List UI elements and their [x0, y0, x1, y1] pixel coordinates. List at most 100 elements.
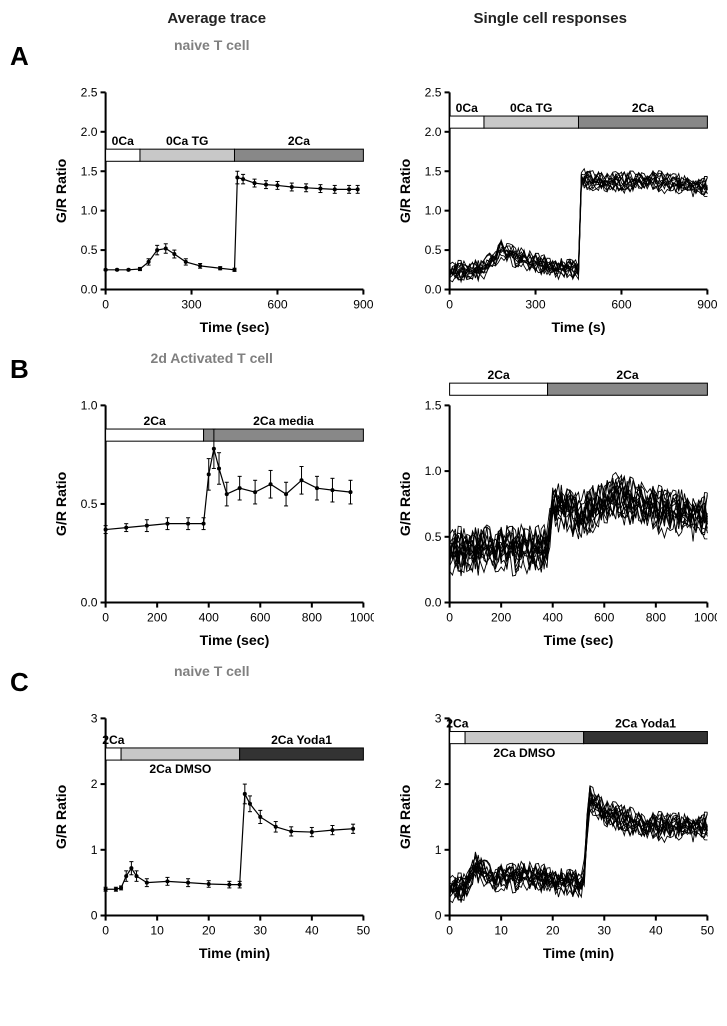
svg-text:Time (sec): Time (sec): [200, 319, 270, 335]
svg-text:1: 1: [434, 843, 441, 857]
svg-text:50: 50: [700, 924, 714, 938]
svg-text:2Ca media: 2Ca media: [253, 414, 314, 428]
svg-text:0.5: 0.5: [424, 530, 441, 544]
svg-text:200: 200: [491, 611, 511, 625]
svg-text:Time (min): Time (min): [199, 945, 270, 961]
svg-text:1.0: 1.0: [81, 204, 98, 218]
svg-text:2Ca Yoda1: 2Ca Yoda1: [615, 717, 676, 731]
svg-text:1.5: 1.5: [81, 164, 98, 178]
svg-text:0.5: 0.5: [81, 243, 98, 257]
svg-text:3: 3: [434, 712, 441, 726]
svg-text:40: 40: [649, 924, 663, 938]
col-header-right: Single cell responses: [384, 10, 718, 27]
svg-text:G/R Ratio: G/R Ratio: [397, 471, 413, 536]
svg-text:1.5: 1.5: [424, 164, 441, 178]
column-headers: Average trace Single cell responses: [10, 10, 717, 27]
svg-text:900: 900: [697, 298, 717, 312]
svg-text:0Ca: 0Ca: [112, 134, 134, 148]
svg-text:Time (sec): Time (sec): [543, 632, 613, 648]
svg-text:800: 800: [645, 611, 665, 625]
svg-text:10: 10: [494, 924, 508, 938]
panel-row-A: A naive T cell 0.0 0.5 1.0 1.5 2.0 2.5 0 300 600…: [10, 37, 717, 340]
svg-text:40: 40: [305, 924, 319, 938]
svg-text:2.5: 2.5: [424, 85, 441, 99]
chart-B-avg: 0.00.51.002004006008001000G/R RatioTime …: [50, 370, 374, 653]
svg-text:Time (min): Time (min): [542, 945, 613, 961]
panel-B-left: 2d Activated T cell 0.0 0.5 1.0 0 200 400 600 8…: [50, 350, 374, 653]
svg-text:2Ca: 2Ca: [288, 134, 310, 148]
svg-text:0: 0: [446, 611, 453, 625]
svg-text:0Ca TG: 0Ca TG: [510, 101, 552, 115]
panel-row-C: C naive T cell 012301020304050G/R RatioT…: [10, 663, 717, 966]
svg-text:2Ca DMSO: 2Ca DMSO: [149, 762, 211, 776]
svg-text:2: 2: [434, 777, 441, 791]
svg-text:2: 2: [91, 777, 98, 791]
panel-letter-B: B: [10, 350, 50, 385]
svg-text:G/R Ratio: G/R Ratio: [397, 158, 413, 223]
svg-text:2.0: 2.0: [81, 125, 98, 139]
svg-text:200: 200: [147, 611, 167, 625]
svg-text:0: 0: [446, 298, 453, 312]
svg-text:20: 20: [202, 924, 216, 938]
panel-C-subtitle: naive T cell: [174, 663, 249, 681]
svg-text:1000: 1000: [350, 611, 374, 625]
svg-text:0Ca: 0Ca: [455, 101, 477, 115]
col-header-left: Average trace: [50, 10, 384, 27]
svg-text:Time (s): Time (s): [551, 319, 605, 335]
svg-text:1000: 1000: [693, 611, 717, 625]
svg-text:2Ca Yoda1: 2Ca Yoda1: [271, 733, 332, 747]
svg-text:0.0: 0.0: [81, 596, 98, 610]
svg-text:1: 1: [91, 843, 98, 857]
svg-text:2.5: 2.5: [81, 85, 98, 99]
svg-text:G/R Ratio: G/R Ratio: [53, 158, 69, 223]
panel-letter-A: A: [10, 37, 50, 72]
svg-text:300: 300: [181, 298, 201, 312]
chart-B-single: 0.00.51.01.502004006008001000G/R RatioTi…: [394, 370, 718, 653]
svg-text:10: 10: [150, 924, 164, 938]
panel-B-subtitle: 2d Activated T cell: [151, 350, 273, 368]
chart-A-single: 0.00.51.01.52.02.50300600900G/R RatioTim…: [394, 57, 718, 340]
panel-letter-C: C: [10, 663, 50, 698]
svg-text:2Ca: 2Ca: [616, 370, 638, 382]
panel-A-subtitle: naive T cell: [174, 37, 249, 55]
svg-text:600: 600: [594, 611, 614, 625]
svg-text:50: 50: [357, 924, 371, 938]
chart-A-avg: 0.00.51.01.52.02.50300600900G/R RatioTim…: [50, 57, 374, 340]
svg-text:2Ca DMSO: 2Ca DMSO: [493, 746, 555, 760]
panel-B-right: 0.00.51.01.502004006008001000G/R RatioTi…: [394, 350, 718, 653]
svg-text:600: 600: [250, 611, 270, 625]
svg-text:2Ca: 2Ca: [143, 414, 165, 428]
svg-text:2.0: 2.0: [424, 125, 441, 139]
svg-text:G/R Ratio: G/R Ratio: [397, 785, 413, 850]
svg-text:0: 0: [446, 924, 453, 938]
panel-A-right: 0.00.51.01.52.02.50300600900G/R RatioTim…: [394, 37, 718, 340]
svg-text:600: 600: [267, 298, 287, 312]
svg-text:G/R Ratio: G/R Ratio: [53, 471, 69, 536]
panel-C-right: 012301020304050G/R RatioTime (min)2Ca2Ca…: [394, 663, 718, 966]
chart-C-avg: 012301020304050G/R RatioTime (min)2Ca2Ca…: [50, 683, 374, 966]
svg-text:0: 0: [102, 611, 109, 625]
svg-text:300: 300: [525, 298, 545, 312]
svg-text:G/R Ratio: G/R Ratio: [53, 785, 69, 850]
svg-text:0.5: 0.5: [81, 497, 98, 511]
svg-text:600: 600: [611, 298, 631, 312]
svg-text:400: 400: [199, 611, 219, 625]
svg-text:0.5: 0.5: [424, 243, 441, 257]
svg-text:0: 0: [102, 924, 109, 938]
svg-text:1.0: 1.0: [424, 464, 441, 478]
svg-text:0Ca TG: 0Ca TG: [166, 134, 208, 148]
svg-text:800: 800: [302, 611, 322, 625]
svg-text:1.0: 1.0: [424, 204, 441, 218]
svg-text:0.0: 0.0: [81, 283, 98, 297]
svg-text:400: 400: [542, 611, 562, 625]
svg-text:2Ca: 2Ca: [102, 733, 124, 747]
panel-C-left: naive T cell 012301020304050G/R RatioTim…: [50, 663, 374, 966]
svg-text:2Ca: 2Ca: [631, 101, 653, 115]
svg-text:1.0: 1.0: [81, 398, 98, 412]
svg-text:0: 0: [434, 909, 441, 923]
svg-text:0: 0: [102, 298, 109, 312]
svg-text:0: 0: [91, 909, 98, 923]
chart-C-single: 012301020304050G/R RatioTime (min)2Ca2Ca…: [394, 683, 718, 966]
svg-text:0.0: 0.0: [424, 596, 441, 610]
panel-A-left: naive T cell 0.00.51.01.52.02.5030060090…: [50, 37, 374, 340]
